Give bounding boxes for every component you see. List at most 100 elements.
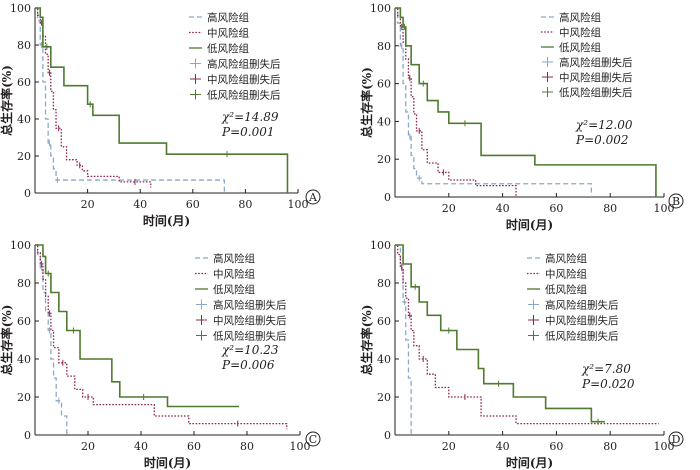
panel-letter: B <box>672 195 680 208</box>
curve-low-risk <box>35 244 240 408</box>
x-tick-label: 20 <box>81 440 95 453</box>
x-axis-title: 时间(月) <box>506 217 553 232</box>
panel-d: 0 20 40 60 80 100 20 40 60 80 100 时间(月) 总生存率(%) 高风险组中… <box>359 239 684 470</box>
y-tick-label: 60 <box>17 76 31 89</box>
y-tick-label: 80 <box>377 277 391 290</box>
y-axis-title: 总生存率(%) <box>359 305 374 376</box>
y-tick-label: 80 <box>17 277 31 290</box>
curve-mid-risk <box>35 7 152 188</box>
x-tick-label: 100 <box>290 440 311 453</box>
x-tick-label: 80 <box>603 202 617 215</box>
y-tick-label: 60 <box>17 315 31 328</box>
chi-square-value: χ²=14.89 <box>221 110 279 124</box>
legend-label: 低风险组删失后 <box>207 89 281 102</box>
legend-label: 高风险组 <box>559 11 601 24</box>
legend-label: 低风险组删失后 <box>545 330 619 343</box>
x-tick-label: 40 <box>134 440 148 453</box>
legend-label: 高风险组删失后 <box>207 58 281 71</box>
p-value: P=0.006 <box>221 358 275 372</box>
legend-label: 低风险组 <box>207 42 249 55</box>
x-tick-label: 60 <box>186 198 200 211</box>
y-tick-label: 20 <box>17 150 31 163</box>
y-tick-label: 20 <box>377 391 391 404</box>
y-tick-label: 60 <box>377 78 391 91</box>
legend-label: 低风险组 <box>545 283 587 296</box>
y-tick-label: 0 <box>384 429 391 442</box>
panel-letter: D <box>672 433 681 446</box>
y-axis-title: 总生存率(%) <box>359 67 374 138</box>
x-tick-label: 80 <box>238 198 252 211</box>
legend-label: 高风险组 <box>207 11 249 24</box>
curve-high-risk <box>395 244 412 435</box>
y-tick-label: 0 <box>384 191 391 204</box>
y-tick-label: 80 <box>377 40 391 53</box>
legend-label: 高风险组删失后 <box>545 299 619 312</box>
curve-low-risk <box>395 7 657 197</box>
x-tick-label: 20 <box>81 198 95 211</box>
x-tick-label: 60 <box>187 440 201 453</box>
y-tick-label: 40 <box>17 113 31 126</box>
x-tick-label: 100 <box>288 198 309 211</box>
x-tick-label: 40 <box>496 440 510 453</box>
x-axis-title: 时间(月) <box>506 455 553 470</box>
curve-low-risk <box>395 244 605 423</box>
y-tick-label: 40 <box>17 353 31 366</box>
x-tick-label: 40 <box>496 202 510 215</box>
y-tick-label: 20 <box>377 153 391 166</box>
legend-label: 低风险组删失后 <box>213 330 287 343</box>
legend-label: 高风险组删失后 <box>559 56 633 69</box>
chi-square-value: χ²=10.23 <box>221 343 279 357</box>
legend-label: 中风险组删失后 <box>207 73 281 86</box>
y-tick-label: 0 <box>24 429 31 442</box>
x-tick-label: 80 <box>603 440 617 453</box>
legend-label: 中风险组 <box>545 268 587 281</box>
y-axis-title: 总生存率(%) <box>0 305 14 376</box>
panel-c: 0 20 40 60 80 100 20 40 60 80 100 时间(月) 总生存率(%) 高风险组中… <box>0 239 321 470</box>
panel-letter-circle <box>668 193 684 209</box>
y-tick-label: 100 <box>10 2 31 15</box>
legend-label: 高风险组删失后 <box>213 299 287 312</box>
legend-label: 高风险组 <box>545 252 587 265</box>
legend-label: 中风险组删失后 <box>545 314 619 327</box>
chi-square-value: χ²=12.00 <box>575 118 633 132</box>
legend-label: 低风险组 <box>213 283 255 296</box>
x-tick-label: 20 <box>442 202 456 215</box>
legend-label: 中风险组 <box>559 26 601 39</box>
y-tick-label: 20 <box>17 391 31 404</box>
curve-low-risk <box>35 7 289 193</box>
legend-label: 低风险组 <box>559 41 601 54</box>
panel-letter: A <box>308 191 318 204</box>
x-tick-label: 100 <box>654 202 675 215</box>
x-tick-label: 20 <box>442 440 456 453</box>
legend-label: 中风险组删失后 <box>559 71 633 84</box>
legend-label: 高风险组 <box>213 252 255 265</box>
y-tick-label: 100 <box>370 239 391 252</box>
panel-letter-circle <box>668 431 684 447</box>
y-tick-label: 40 <box>377 115 391 128</box>
panel-a: 0 20 40 60 80 100 20 40 60 80 100 时间(月) 总生存率(%) 高风险组中… <box>0 2 321 228</box>
y-tick-label: 40 <box>377 353 391 366</box>
x-tick-label: 60 <box>549 440 563 453</box>
panel-letter-circle <box>305 189 321 205</box>
curve-mid-risk <box>35 244 288 430</box>
chi-square-value: χ²=7.80 <box>581 362 631 376</box>
panel-b: 0 20 40 60 80 100 20 40 60 80 100 时间(月) 总生存率(%) 高风险组中… <box>359 2 684 232</box>
legend-label: 低风险组删失后 <box>559 86 633 99</box>
x-tick-label: 100 <box>654 440 675 453</box>
legend-label: 中风险组 <box>213 268 255 281</box>
curve-high-risk <box>395 7 593 197</box>
x-tick-label: 60 <box>549 202 563 215</box>
curve-mid-risk <box>395 7 517 197</box>
y-tick-label: 60 <box>377 315 391 328</box>
x-tick-label: 40 <box>133 198 147 211</box>
x-axis-title: 时间(月) <box>143 213 190 228</box>
y-tick-label: 100 <box>10 239 31 252</box>
legend-label: 中风险组 <box>207 27 249 40</box>
y-tick-label: 0 <box>24 187 31 200</box>
panel-letter-circle <box>305 431 321 447</box>
